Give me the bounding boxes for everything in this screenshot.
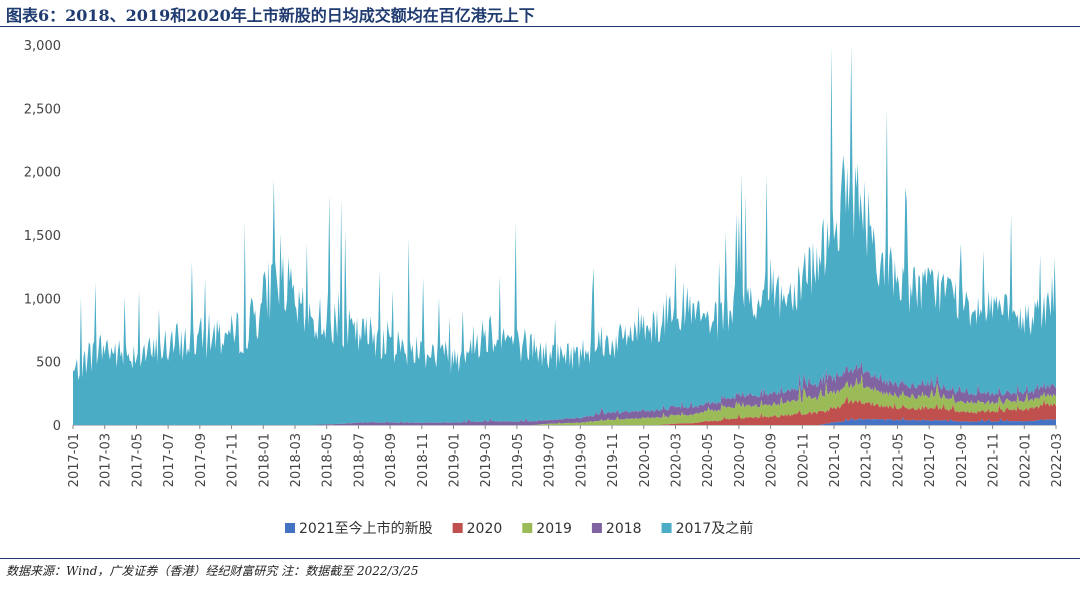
x-tick-label: 2017-11 xyxy=(226,433,241,487)
area-series-4 xyxy=(73,45,1056,425)
x-tick-label: 2019-07 xyxy=(543,433,558,487)
x-tick-label: 2017-03 xyxy=(99,433,114,487)
x-tick-label: 2017-05 xyxy=(130,433,145,487)
x-axis-ticks: 2017-01 2017-03 2017-05 2017-07 2017-09 2017-… xyxy=(67,425,1065,487)
legend-swatch-3 xyxy=(591,523,602,533)
y-tick-label: 2,500 xyxy=(24,102,61,117)
x-tick-label: 2022-03 xyxy=(1050,433,1065,487)
y-tick-label: 1,500 xyxy=(24,229,61,244)
x-tick-label: 2020-11 xyxy=(796,433,811,487)
x-tick-label: 2017-07 xyxy=(162,433,177,487)
legend-swatch-2 xyxy=(522,523,533,533)
y-tick-label: 0 xyxy=(53,419,61,434)
x-tick-label: 2017-01 xyxy=(67,433,82,487)
x-tick-label: 2019-05 xyxy=(511,433,526,487)
x-tick-label: 2021-01 xyxy=(828,433,843,487)
title-divider xyxy=(0,26,1080,27)
series-areas xyxy=(73,45,1056,425)
area-series-2 xyxy=(73,373,1056,425)
x-tick-label: 2020-09 xyxy=(765,433,780,487)
chart-title: 图表6：2018、2019和2020年上市新股的日均成交额均在百亿港元上下 xyxy=(6,6,535,25)
x-tick-label: 2019-03 xyxy=(479,433,494,487)
legend-label-1: 2020 xyxy=(467,521,503,537)
x-tick-label: 2021-11 xyxy=(987,433,1002,487)
x-tick-label: 2021-05 xyxy=(891,433,906,487)
x-tick-label: 2019-09 xyxy=(574,433,589,487)
legend-swatch-4 xyxy=(661,523,672,533)
area-series-0 xyxy=(73,417,1056,425)
source-note: 数据来源：Wind，广发证券（香港）经纪财富研究 注：数据截至 2022/3/2… xyxy=(6,564,419,578)
x-tick-label: 2017-09 xyxy=(194,433,209,487)
x-tick-label: 2020-07 xyxy=(733,433,748,487)
legend-swatch-1 xyxy=(452,523,463,533)
x-tick-label: 2021-09 xyxy=(955,433,970,487)
x-tick-label: 2020-05 xyxy=(701,433,716,487)
x-tick-label: 2022-01 xyxy=(1018,433,1033,487)
x-tick-label: 2020-03 xyxy=(669,433,684,487)
source-divider xyxy=(0,558,1080,559)
x-tick-label: 2020-01 xyxy=(638,433,653,487)
x-tick-label: 2021-03 xyxy=(860,433,875,487)
x-tick-label: 2019-01 xyxy=(448,433,463,487)
x-tick-label: 2018-07 xyxy=(352,433,367,487)
legend: 2021至今上市的新股 2020 2019 2018 2017及之前 xyxy=(285,520,753,537)
legend-label-4: 2017及之前 xyxy=(676,520,754,537)
legend-label-2: 2019 xyxy=(536,521,572,537)
x-tick-label: 2018-01 xyxy=(257,433,272,487)
x-tick-label: 2021-07 xyxy=(923,433,938,487)
y-tick-label: 500 xyxy=(36,356,61,371)
x-tick-label: 2018-11 xyxy=(416,433,431,487)
y-tick-label: 2,000 xyxy=(24,166,61,181)
x-tick-label: 2018-03 xyxy=(289,433,304,487)
y-tick-label: 3,000 xyxy=(24,39,61,54)
y-tick-label: 1,000 xyxy=(24,292,61,307)
area-series-1 xyxy=(73,396,1056,425)
x-tick-label: 2018-05 xyxy=(321,433,336,487)
y-axis-ticks: 0 500 1,000 1,500 2,000 2,500 3,000 xyxy=(24,39,61,434)
legend-swatch-0 xyxy=(285,523,295,533)
x-tick-label: 2019-11 xyxy=(606,433,621,487)
legend-label-3: 2018 xyxy=(606,521,642,537)
legend-label-0: 2021至今上市的新股 xyxy=(299,520,433,537)
x-tick-label: 2018-09 xyxy=(384,433,399,487)
